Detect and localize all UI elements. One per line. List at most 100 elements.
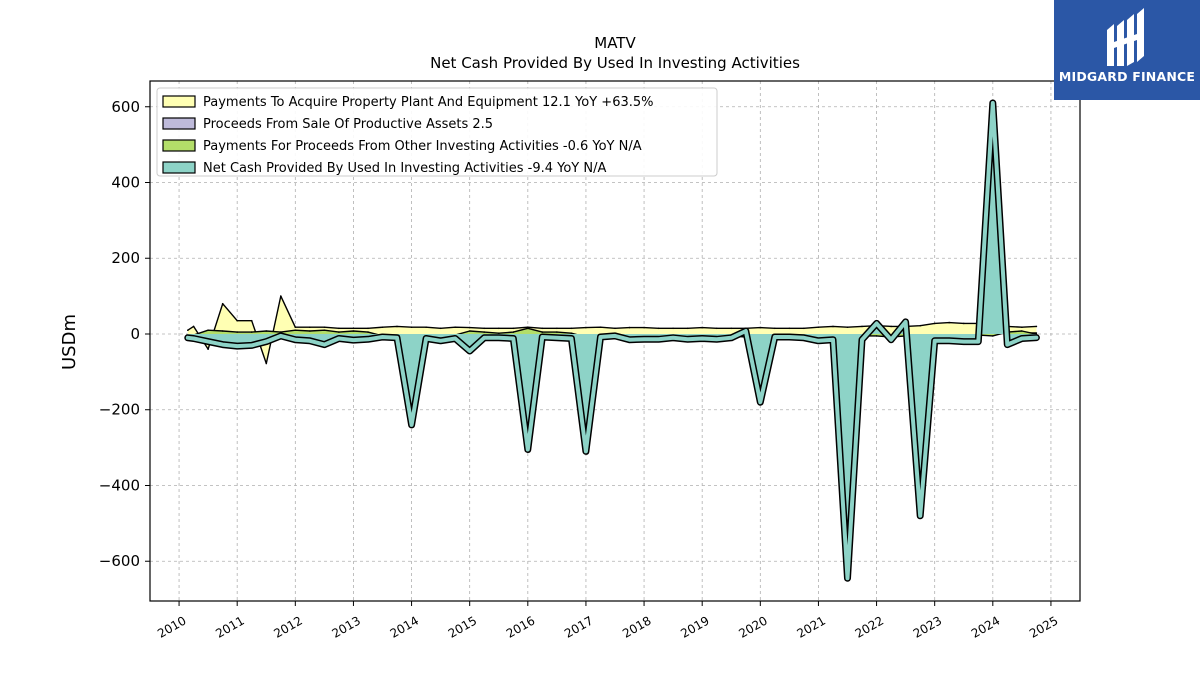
series-0-point — [192, 325, 195, 328]
series-2-point — [207, 329, 209, 332]
y-axis-label: USDm — [59, 314, 80, 370]
series-0-point — [686, 327, 689, 330]
y-tick-label: −400 — [99, 476, 140, 494]
series-2-point — [541, 331, 544, 333]
series-0-line — [187, 295, 1037, 365]
plot-frame — [149, 80, 1081, 602]
x-tick-label: 2020 — [736, 613, 769, 640]
x-tick-label: 2019 — [678, 613, 711, 640]
series-3-point — [192, 337, 195, 340]
series-0-point — [498, 327, 500, 330]
series-3-point — [265, 340, 268, 343]
series-2-point — [468, 330, 471, 332]
series-0-point — [187, 329, 189, 332]
series-3-point — [468, 350, 471, 352]
series-3-point — [861, 338, 863, 341]
series-3-point — [187, 337, 189, 339]
x-tick-label: 2013 — [329, 613, 362, 640]
legend-entry: Net Cash Provided By Used In Investing A… — [203, 161, 606, 176]
series-3-point — [977, 340, 980, 343]
legend-swatch — [162, 95, 196, 108]
series-3-point — [1021, 337, 1023, 340]
series-0-point — [280, 295, 282, 297]
series-0-point — [963, 322, 965, 325]
series-3-point — [817, 340, 820, 342]
series-0-point — [294, 326, 297, 329]
series-2-point — [570, 332, 573, 335]
series-3-point — [948, 340, 950, 342]
series-0-point — [643, 326, 645, 329]
x-tick-label: 2014 — [388, 613, 421, 640]
series-0-point — [715, 327, 718, 330]
series-3-point — [599, 336, 602, 338]
series-0-point — [672, 327, 674, 330]
series-3-point — [846, 577, 849, 580]
series-0-point — [381, 326, 384, 329]
y-tick-label: 400 — [111, 174, 140, 192]
series-3-point — [527, 448, 529, 451]
series-0-point — [890, 325, 892, 328]
x-axis: 2010 2011 2012 2013 2014 2015 2016 2017 2018 2019… — [155, 601, 1060, 641]
series-0-point — [1035, 325, 1038, 328]
x-tick-label: 2016 — [504, 613, 537, 640]
series-3-point — [454, 337, 457, 340]
series-2-point — [483, 331, 486, 333]
chart-title: MATV — [594, 34, 636, 52]
series-3-point — [541, 336, 544, 338]
legend-entry: Payments For Proceeds From Other Investi… — [203, 139, 642, 154]
series-0-point — [512, 327, 515, 330]
series-3-point — [672, 337, 674, 339]
series-2-point — [338, 331, 340, 333]
series-3-point — [250, 344, 253, 347]
series-2-point — [367, 331, 369, 333]
series-3-point — [1006, 343, 1009, 346]
series-0-point — [701, 326, 703, 329]
series-3-line — [185, 101, 1039, 581]
legend-swatch — [162, 161, 196, 174]
series-0-point — [832, 325, 834, 328]
series-3-point — [919, 515, 921, 517]
x-tick-label: 2018 — [620, 613, 653, 640]
legend-box — [156, 87, 718, 177]
series-3-point — [309, 340, 311, 342]
series-0-point — [236, 319, 238, 322]
y-tick-label: −200 — [99, 401, 140, 419]
y-tick-label: 600 — [111, 98, 140, 116]
midgard-logo-icon — [1107, 8, 1144, 66]
series-3-point — [701, 337, 703, 340]
series-3-point — [759, 401, 762, 404]
series-2-point — [352, 330, 355, 332]
x-tick-label: 2022 — [853, 613, 886, 640]
series-0-point — [367, 327, 369, 330]
series-0-point — [221, 302, 224, 305]
series-3-point — [410, 424, 413, 426]
series-0-point — [774, 327, 776, 330]
series-3-point — [963, 340, 965, 343]
brand-name: MIDGARD FINANCE — [1058, 69, 1196, 84]
series-0-point — [265, 362, 268, 365]
series-0-point — [759, 326, 762, 329]
series-0-point — [933, 322, 936, 325]
series-0-area — [187, 296, 1037, 364]
chart-subtitle: Net Cash Provided By Used In Investing A… — [430, 54, 800, 72]
series-3-point — [715, 338, 718, 341]
series-0-point — [570, 327, 573, 330]
series-3-point — [498, 337, 500, 339]
series-3-point — [1035, 336, 1038, 339]
series-2-point — [1021, 330, 1023, 332]
series-3-point — [367, 338, 369, 341]
series-0-point — [454, 326, 457, 329]
series-0-point — [919, 324, 921, 327]
series-0-point — [309, 326, 311, 329]
series-0-point — [396, 325, 398, 328]
series-3-point — [439, 340, 442, 342]
series-3-point — [628, 338, 631, 341]
series-2-point — [556, 331, 558, 333]
series-0-point — [585, 326, 587, 329]
series-0-point — [207, 348, 209, 350]
series-2-point — [250, 331, 253, 333]
series-3-point — [832, 338, 834, 341]
series-3-point — [425, 337, 427, 340]
series-3-point — [875, 322, 878, 325]
